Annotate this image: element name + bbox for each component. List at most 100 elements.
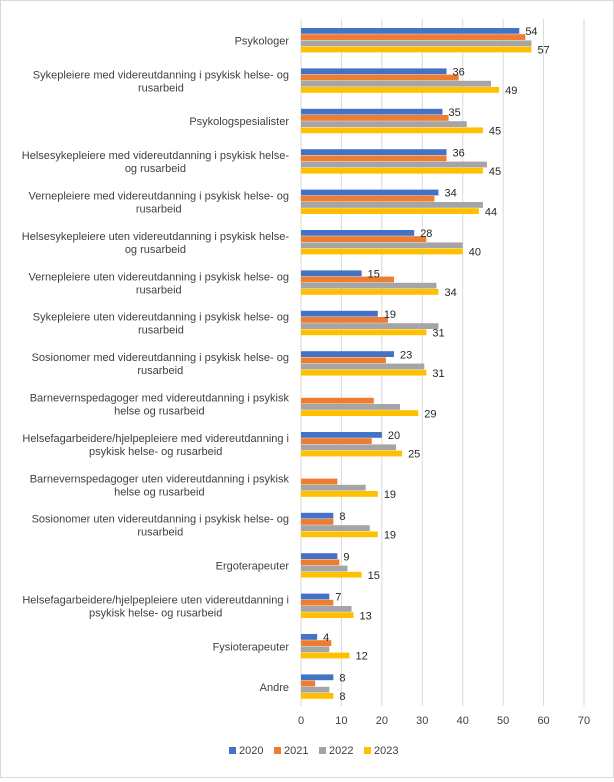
data-labels: 5457364935453645344428401534193123312920… <box>323 26 550 703</box>
category-label: Barnevernspedagoger uten videreutdanning… <box>30 473 290 498</box>
x-tick-label: 10 <box>335 715 347 727</box>
category-label: Helsefagarbeidere/hjelpepleiere med vide… <box>22 433 289 458</box>
bar-2022 <box>301 444 397 451</box>
bar-2022 <box>301 121 467 127</box>
legend-swatch-2020 <box>229 747 236 754</box>
data-label-2023: 45 <box>489 166 501 178</box>
x-tick-label: 30 <box>416 715 428 727</box>
x-tick-label: 0 <box>298 715 304 727</box>
bar-2020 <box>301 674 334 681</box>
bar-2021 <box>301 276 394 283</box>
data-label-2020: 36 <box>453 147 465 159</box>
bar-2020 <box>301 432 382 438</box>
category-label: Sosionomer med videreutdanning i psykisk… <box>32 352 289 377</box>
category-label: Vernepleiere uten videreutdanning i psyk… <box>29 271 290 296</box>
bar-2021 <box>301 599 334 606</box>
bar-2021 <box>301 34 526 40</box>
bar-2021 <box>301 438 372 444</box>
bar-2022 <box>301 646 330 653</box>
bar-2022 <box>301 565 348 572</box>
data-label-2020: 35 <box>449 107 461 119</box>
bar-2020 <box>301 310 378 317</box>
bar-2022 <box>301 242 463 249</box>
bar-2023 <box>301 87 500 93</box>
bar-2021 <box>301 478 338 485</box>
bar-2023 <box>301 491 378 497</box>
bar-2020 <box>301 593 330 600</box>
bar-2023 <box>301 369 427 376</box>
legend-label-2020: 2020 <box>239 745 263 757</box>
category-label: Andre <box>260 682 289 694</box>
bar-2022 <box>301 161 487 168</box>
bar-2021 <box>301 195 435 202</box>
bar-2023 <box>301 46 532 53</box>
data-label-2023: 40 <box>469 247 481 259</box>
bar-2022 <box>301 80 492 87</box>
category-label: Barnevernspedagoger med videreutdanning … <box>30 393 290 418</box>
bar-2022 <box>301 363 425 370</box>
bar-2023 <box>301 693 334 699</box>
bar-2020 <box>301 270 362 277</box>
bar-2023 <box>301 410 419 416</box>
category-label: Helsesykepleiere med videreutdanning i p… <box>22 150 290 175</box>
data-label-2023: 19 <box>384 489 396 501</box>
data-label-2020: 8 <box>339 673 345 685</box>
bar-2023 <box>301 531 378 538</box>
x-tick-label: 50 <box>497 715 509 727</box>
bar-2020 <box>301 68 447 75</box>
x-axis: 0 10 20 30 40 50 60 70 <box>298 715 590 727</box>
bar-2022 <box>301 282 437 289</box>
data-label-2023: 19 <box>384 530 396 542</box>
bar-2023 <box>301 329 427 336</box>
data-label-2020: 15 <box>368 269 380 281</box>
category-label: Sykepleiere med videreutdanning i psykis… <box>33 69 289 94</box>
bar-2023 <box>301 289 439 295</box>
bar-2023 <box>301 127 483 134</box>
bar-2021 <box>301 74 459 81</box>
category-label: Psykologer <box>235 35 290 47</box>
bar-2023 <box>301 612 354 618</box>
category-label: Vernepleiere med videreutdanning i psyki… <box>29 191 290 216</box>
data-label-2020: 23 <box>400 349 412 361</box>
bar-2022 <box>301 404 401 410</box>
bar-2021 <box>301 317 388 323</box>
bar-2022 <box>301 484 366 491</box>
bar-2023 <box>301 248 463 255</box>
bar-2022 <box>301 202 483 208</box>
data-label-2020: 9 <box>343 551 349 563</box>
bar-2021 <box>301 115 449 121</box>
category-label: Sosionomer uten videreutdanning i psykis… <box>32 514 289 539</box>
legend-label-2022: 2022 <box>329 745 353 757</box>
bar-2020 <box>301 351 394 357</box>
bar-2022 <box>301 40 532 47</box>
x-tick-label: 40 <box>457 715 469 727</box>
legend-swatch-2023 <box>364 747 371 754</box>
data-label-2023: 29 <box>424 408 436 420</box>
category-label: Helsesykepleiere uten videreutdanning i … <box>22 231 290 256</box>
bar-2020 <box>301 28 520 34</box>
legend-label-2023: 2023 <box>374 745 398 757</box>
bar-2020 <box>301 553 338 559</box>
legend: 2020 2021 2022 2023 <box>229 745 398 757</box>
data-label-2020: 34 <box>444 188 456 200</box>
bar-2023 <box>301 167 483 174</box>
data-label-2023: 31 <box>432 368 444 380</box>
legend-swatch-2021 <box>274 747 281 754</box>
data-label-2020: 36 <box>453 67 465 79</box>
bar-2021 <box>301 155 447 162</box>
bar-2020 <box>301 230 415 236</box>
bar-2020 <box>301 512 334 519</box>
category-label: Fysioterapeuter <box>213 641 290 653</box>
data-label-2020: 28 <box>420 228 432 240</box>
bar-2021 <box>301 640 332 646</box>
data-label-2023: 13 <box>360 610 372 622</box>
data-label-2023: 44 <box>485 206 497 218</box>
bar-2020 <box>301 149 447 155</box>
bar-2023 <box>301 571 362 578</box>
x-tick-label: 70 <box>578 715 590 727</box>
bar-2021 <box>301 519 334 525</box>
bar-2022 <box>301 525 370 531</box>
bar-2023 <box>301 208 479 214</box>
bar-2021 <box>301 357 386 364</box>
